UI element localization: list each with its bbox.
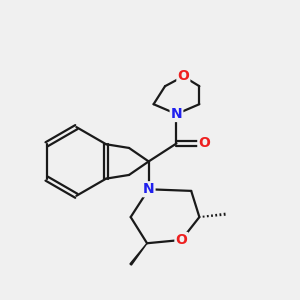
Text: O: O bbox=[176, 233, 187, 247]
Text: O: O bbox=[177, 69, 189, 83]
Polygon shape bbox=[130, 243, 147, 265]
Text: O: O bbox=[198, 136, 210, 151]
Text: N: N bbox=[143, 182, 154, 196]
Text: N: N bbox=[171, 107, 182, 121]
